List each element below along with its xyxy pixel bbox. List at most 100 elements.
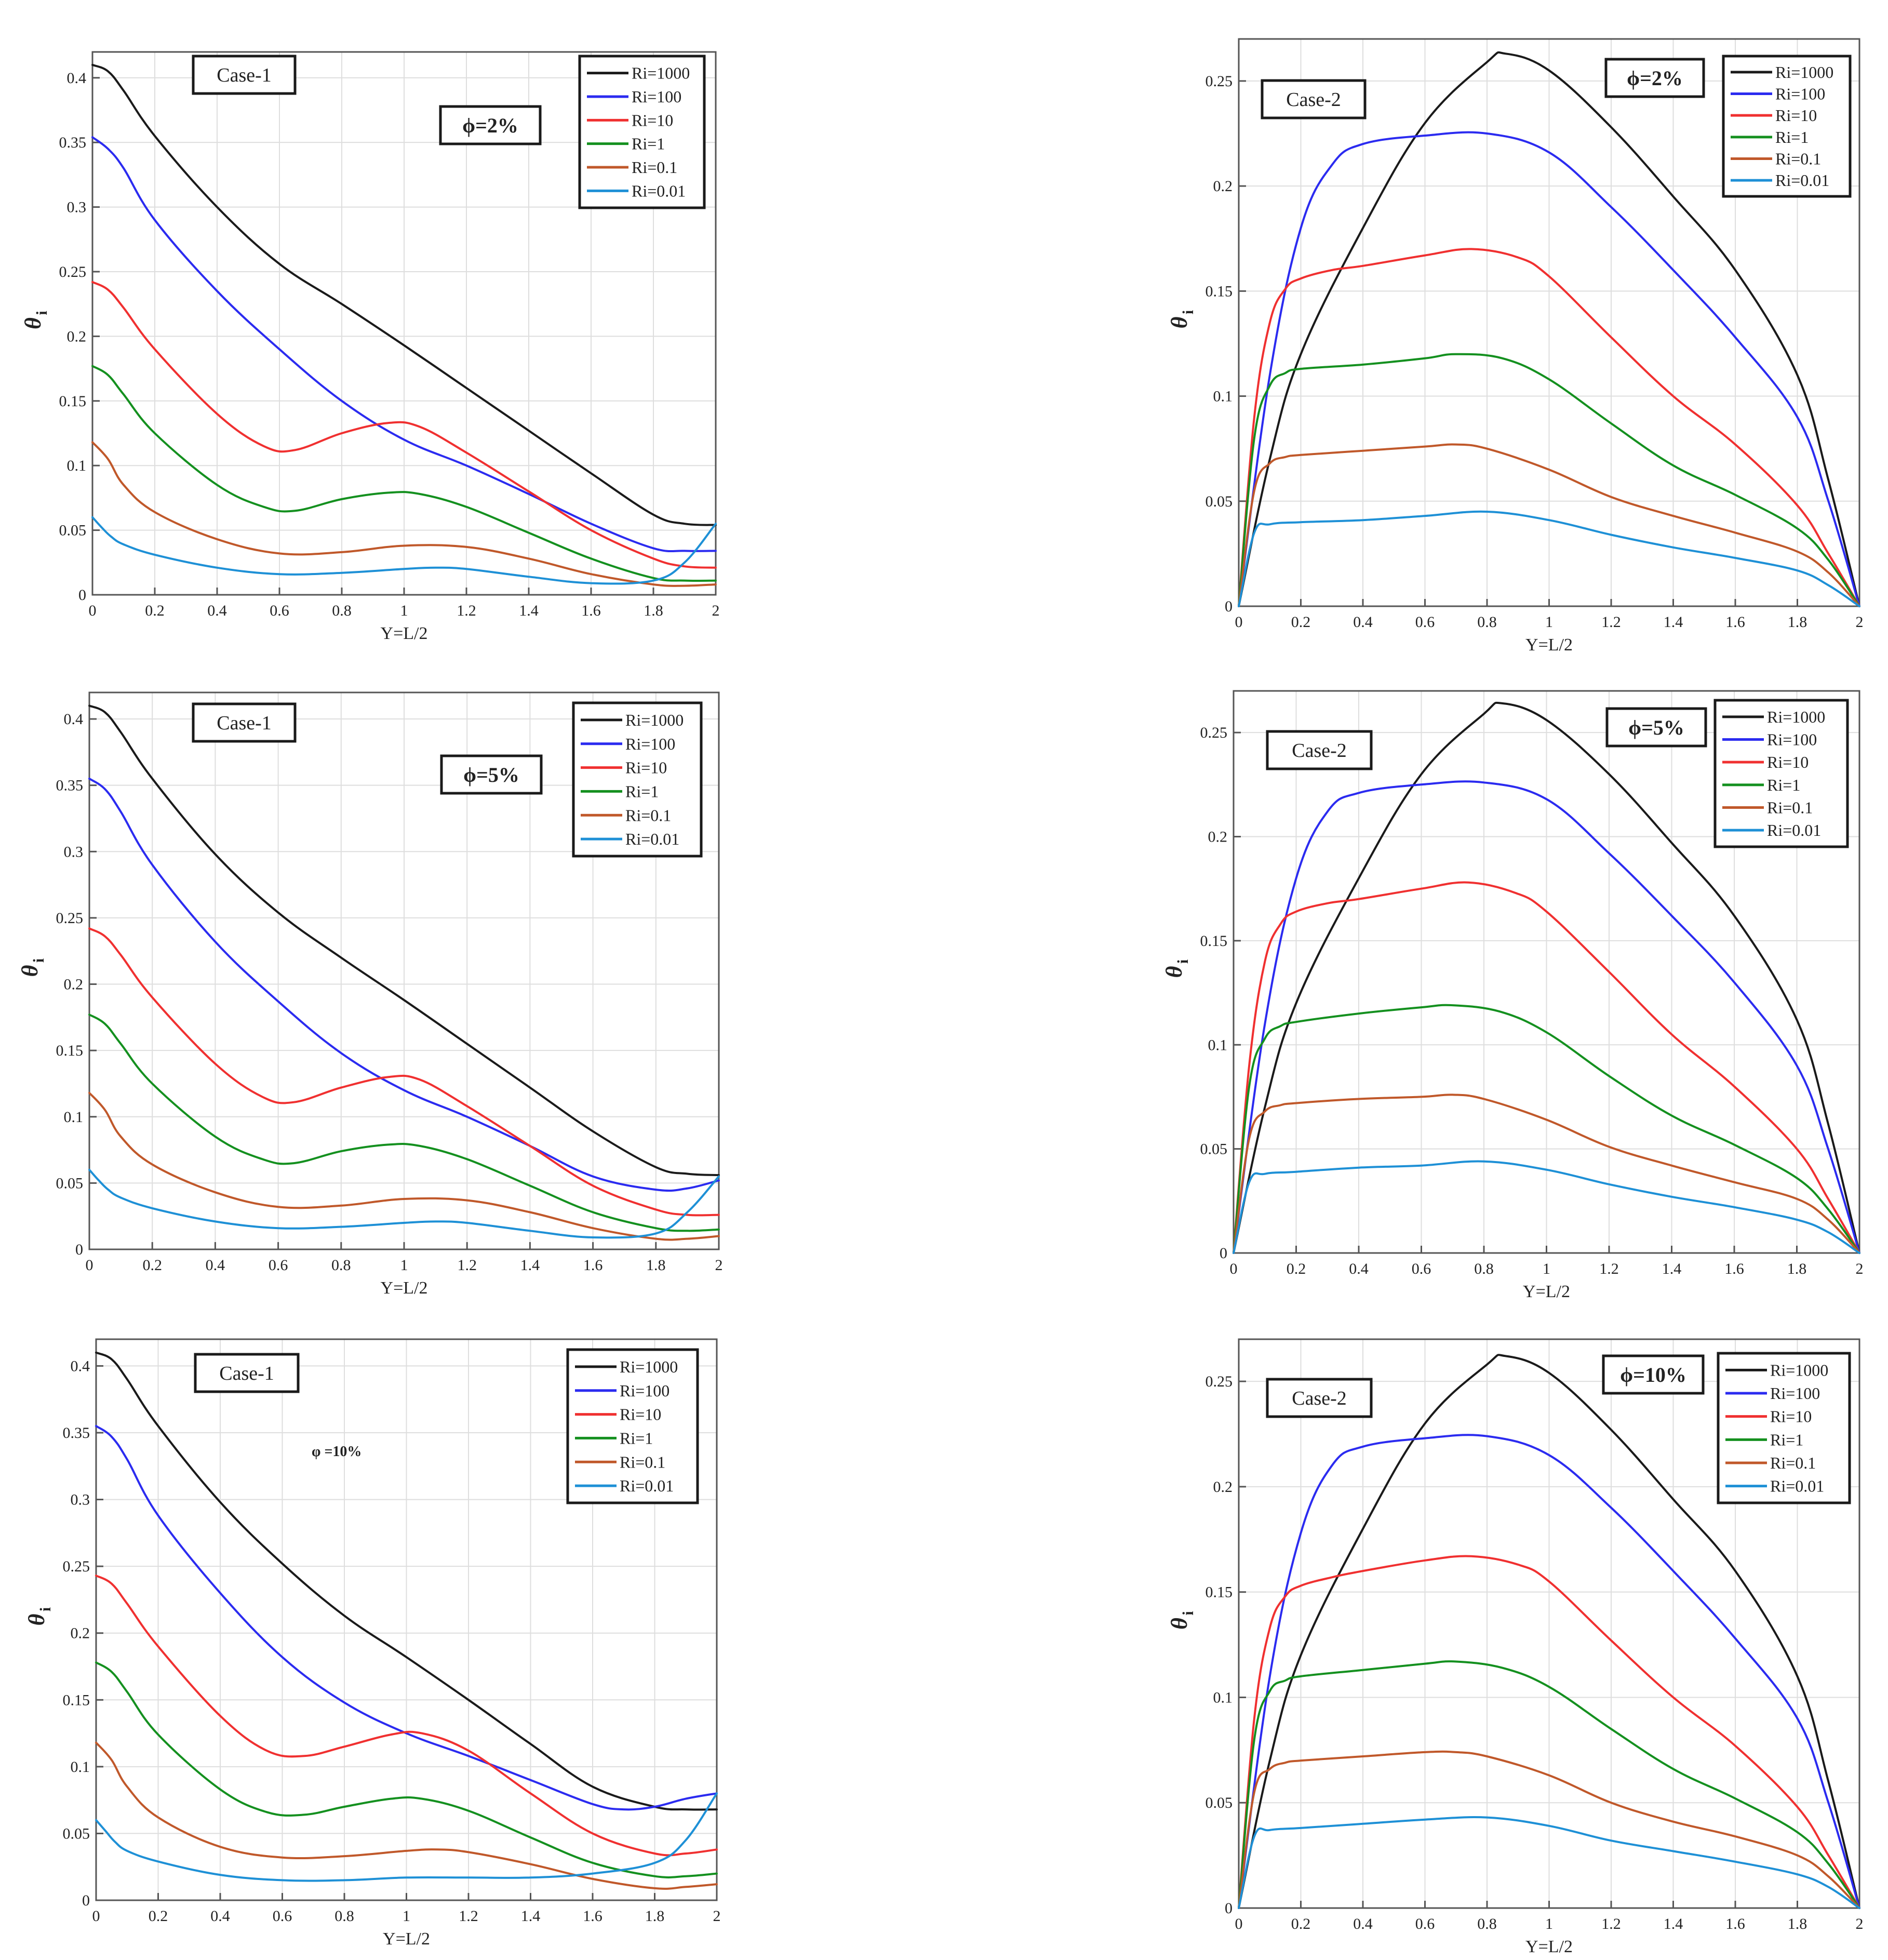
legend-box xyxy=(578,55,706,209)
legend-label-ri-0-1: Ri=0.1 xyxy=(632,158,677,177)
series-line-ri-100 xyxy=(1233,780,1860,1254)
case-label-box xyxy=(192,702,297,743)
legend-label-ri-1: Ri=1 xyxy=(1775,128,1809,146)
case-label-box xyxy=(1261,79,1367,119)
legend-label-ri-0-1: Ri=0.1 xyxy=(625,806,671,824)
y-axis-label-subscript: i xyxy=(1180,310,1197,314)
x-tick-label: 0.6 xyxy=(1412,1260,1431,1277)
x-tick-label: 1.6 xyxy=(1725,614,1745,631)
legend-box xyxy=(1713,699,1849,848)
x-tick-label: 0.4 xyxy=(1353,1915,1373,1932)
series-line-ri-100 xyxy=(1238,1434,1860,1909)
chart-panel-6: 0 0.2 0.4 0.6 0.8 1 1.2 1.4 1.6 1.8 2 0 0.05 0.1 0.15 0… xyxy=(1167,1338,1864,1956)
x-tick-label: 0.2 xyxy=(1291,1915,1311,1932)
legend-label-ri-10: Ri=10 xyxy=(1775,106,1817,125)
x-tick-label: 1.6 xyxy=(583,1257,603,1274)
x-tick-label: 0.2 xyxy=(149,1908,168,1925)
series-line-ri-10 xyxy=(91,281,717,569)
series-line-ri-0-01 xyxy=(1238,510,1860,607)
x-tick-label: 2 xyxy=(713,1908,721,1925)
x-tick-label: 1.2 xyxy=(1599,1260,1619,1277)
x-axis-label: Y=L/2 xyxy=(1525,1937,1573,1956)
x-tick-label: 0.4 xyxy=(210,1908,230,1925)
y-tick-label: 0.4 xyxy=(64,711,84,728)
x-tick-label: 0.6 xyxy=(269,1257,288,1274)
case-label: Case-2 xyxy=(1286,89,1341,111)
x-tick-label: 2 xyxy=(1856,1260,1864,1277)
legend-box xyxy=(572,701,703,858)
y-axis-label: θ xyxy=(1161,966,1187,978)
legend-label-ri-100: Ri=100 xyxy=(625,735,675,753)
x-tick-label: 1.6 xyxy=(581,602,601,619)
y-tick-label: 0.15 xyxy=(63,1691,90,1709)
x-tick-label: 1.2 xyxy=(1601,614,1621,631)
y-tick-label: 0.4 xyxy=(67,70,87,87)
x-tick-label: 1.8 xyxy=(1787,1260,1807,1277)
y-tick-label: 0.05 xyxy=(1206,1794,1233,1811)
x-tick-label: 0.6 xyxy=(1415,1915,1435,1932)
phi-label-box xyxy=(1605,707,1707,748)
x-tick-label: 0 xyxy=(1235,614,1243,631)
y-tick-label: 0.15 xyxy=(59,393,87,410)
legend-box xyxy=(1717,1352,1851,1504)
y-tick-label: 0.2 xyxy=(67,328,87,345)
x-tick-label: 0.6 xyxy=(1415,614,1435,631)
y-tick-label: 0.35 xyxy=(59,134,87,151)
series-line-ri-1 xyxy=(1238,1660,1860,1909)
x-tick-label: 1.4 xyxy=(520,1257,540,1274)
y-tick-label: 0.05 xyxy=(56,1175,84,1192)
series-line-ri-10 xyxy=(1233,881,1860,1254)
x-tick-label: 0 xyxy=(89,602,97,619)
series-line-ri-1000 xyxy=(91,63,717,526)
series-line-ri-100 xyxy=(91,136,717,553)
y-tick-label: 0.25 xyxy=(63,1558,90,1575)
x-tick-label: 0 xyxy=(86,1257,93,1274)
x-tick-label: 0.6 xyxy=(270,602,289,619)
phi-label: ϕ=10% xyxy=(1620,1363,1686,1386)
x-tick-label: 1.8 xyxy=(1788,1915,1807,1932)
series-line-ri-0-01 xyxy=(91,516,717,585)
x-tick-label: 1.4 xyxy=(1664,614,1683,631)
x-tick-label: 0.2 xyxy=(145,602,165,619)
x-tick-label: 1.2 xyxy=(457,1257,477,1274)
series-line-ri-1 xyxy=(88,1014,720,1232)
y-tick-label: 0 xyxy=(1220,1245,1227,1262)
series-line-ri-0-1 xyxy=(91,441,717,587)
x-tick-label: 1.2 xyxy=(457,602,476,619)
case-label-box xyxy=(1266,1378,1373,1418)
x-tick-label: 1 xyxy=(403,1908,410,1925)
legend-label-ri-100: Ri=100 xyxy=(1767,730,1817,749)
chart-panel-5: 0 0.2 0.4 0.6 0.8 1 1.2 1.4 1.6 1.8 2 0 0.05 0.1 0.15 0… xyxy=(24,1338,721,1949)
chart-panel-2: 0 0.2 0.4 0.6 0.8 1 1.2 1.4 1.6 1.8 2 0 0.05 0.1 0.15 0… xyxy=(1167,38,1864,655)
series-line-ri-10 xyxy=(95,1575,718,1857)
legend-label-ri-0-01: Ri=0.01 xyxy=(620,1476,674,1495)
legend: Ri=1000 Ri=100 Ri=10 Ri=1 Ri=0.1 Ri=0.01 xyxy=(578,55,706,209)
legend-label-ri-10: Ri=10 xyxy=(620,1405,661,1424)
series-line-ri-1000 xyxy=(88,704,720,1177)
x-tick-label: 1.4 xyxy=(521,1908,541,1925)
legend: Ri=1000 Ri=100 Ri=10 Ri=1 Ri=0.1 Ri=0.01 xyxy=(566,1348,699,1504)
y-axis-label: θ xyxy=(1167,1618,1192,1630)
x-tick-label: 1.2 xyxy=(459,1908,478,1925)
x-tick-label: 2 xyxy=(1856,614,1864,631)
y-tick-label: 0.1 xyxy=(1213,1689,1233,1706)
legend-label-ri-1: Ri=1 xyxy=(1770,1430,1803,1449)
legend-box xyxy=(566,1348,699,1504)
y-tick-label: 0.1 xyxy=(67,457,87,474)
series-line-ri-0-01 xyxy=(1238,1816,1860,1909)
phi-label-box xyxy=(439,105,542,145)
series-line-ri-1000 xyxy=(95,1351,718,1811)
case-label-box xyxy=(1266,730,1373,770)
y-axis-label-subscript: i xyxy=(37,1607,54,1611)
legend-label-ri-100: Ri=100 xyxy=(632,87,681,106)
legend: Ri=1000 Ri=100 Ri=10 Ri=1 Ri=0.1 Ri=0.01 xyxy=(1722,55,1852,198)
legend-label-ri-0-01: Ri=0.01 xyxy=(1767,821,1821,839)
y-tick-label: 0.2 xyxy=(1213,1478,1233,1496)
legend: Ri=1000 Ri=100 Ri=10 Ri=1 Ri=0.1 Ri=0.01 xyxy=(572,701,703,858)
y-axis-label-subscript: i xyxy=(1174,959,1191,964)
y-tick-label: 0 xyxy=(1225,1900,1233,1917)
legend-label-ri-0-1: Ri=0.1 xyxy=(1775,150,1821,168)
case-label-box xyxy=(192,55,297,95)
y-tick-label: 0.15 xyxy=(1206,283,1233,300)
